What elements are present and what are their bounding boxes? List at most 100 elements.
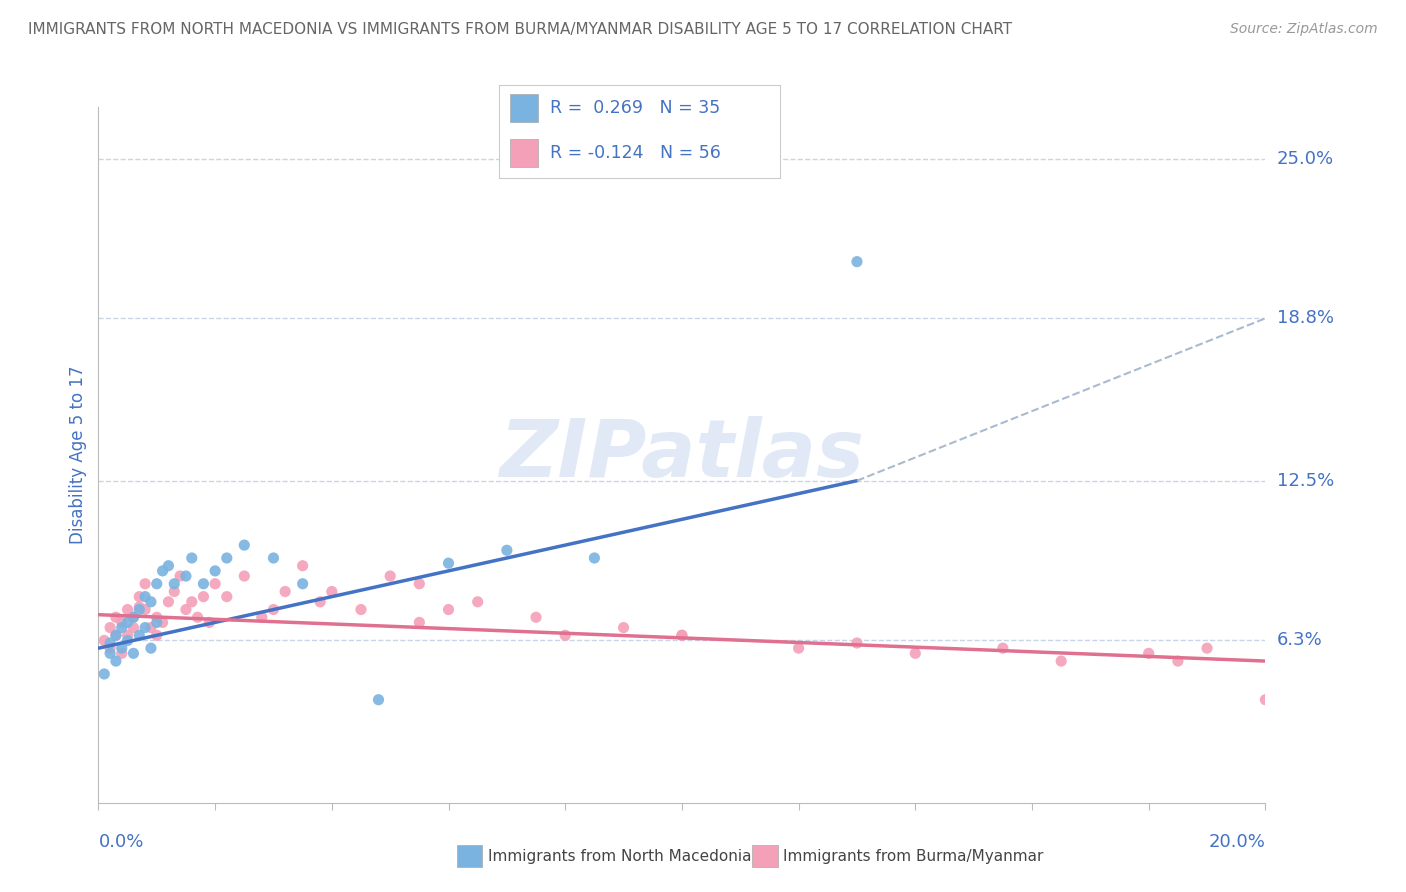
Text: 25.0%: 25.0% [1277, 150, 1334, 168]
Point [1195, 641, 1218, 656]
Point [117, 615, 139, 630]
Point [122, 621, 145, 635]
Point [134, 590, 156, 604]
Point [104, 628, 127, 642]
Point [174, 602, 197, 616]
Point [174, 569, 197, 583]
Point [128, 590, 150, 604]
Point [671, 628, 693, 642]
Point [262, 551, 284, 566]
Point [437, 602, 460, 616]
Point [1050, 654, 1073, 668]
Text: 12.5%: 12.5% [1277, 472, 1334, 490]
Point [163, 584, 186, 599]
Text: Immigrants from North Macedonia: Immigrants from North Macedonia [488, 849, 751, 863]
Point [128, 602, 150, 616]
Point [157, 595, 180, 609]
Point [139, 641, 162, 656]
Point [291, 576, 314, 591]
Point [367, 692, 389, 706]
Text: Source: ZipAtlas.com: Source: ZipAtlas.com [1230, 22, 1378, 37]
Point [134, 576, 156, 591]
Point [1137, 646, 1160, 660]
Point [146, 615, 169, 630]
Point [846, 636, 869, 650]
Bar [510, 95, 538, 122]
Point [134, 621, 156, 635]
Point [233, 569, 256, 583]
Text: 0.0%: 0.0% [98, 833, 143, 851]
Point [437, 556, 460, 570]
Point [408, 576, 430, 591]
Point [215, 551, 238, 566]
Point [152, 564, 174, 578]
Point [146, 610, 169, 624]
Point [139, 621, 162, 635]
Point [104, 628, 127, 642]
Point [524, 610, 547, 624]
Point [169, 569, 191, 583]
Point [583, 551, 606, 566]
Text: 18.8%: 18.8% [1277, 310, 1333, 327]
Text: 20.0%: 20.0% [1209, 833, 1265, 851]
Point [104, 610, 127, 624]
Point [274, 584, 297, 599]
Point [122, 610, 145, 624]
Point [233, 538, 256, 552]
Point [204, 564, 226, 578]
Text: 6.3%: 6.3% [1277, 632, 1322, 649]
Point [180, 551, 202, 566]
Text: IMMIGRANTS FROM NORTH MACEDONIA VS IMMIGRANTS FROM BURMA/MYANMAR DISABILITY AGE : IMMIGRANTS FROM NORTH MACEDONIA VS IMMIG… [28, 22, 1012, 37]
Point [134, 602, 156, 616]
Point [122, 646, 145, 660]
Point [198, 615, 221, 630]
Bar [510, 139, 538, 167]
Point [350, 602, 373, 616]
Text: R = -0.124   N = 56: R = -0.124 N = 56 [550, 145, 721, 162]
Point [467, 595, 489, 609]
Point [98, 636, 121, 650]
Point [250, 610, 273, 624]
Point [193, 576, 215, 591]
Point [291, 558, 314, 573]
Point [193, 590, 215, 604]
Point [128, 628, 150, 642]
Point [380, 569, 402, 583]
Text: R =  0.269   N = 35: R = 0.269 N = 35 [550, 99, 720, 117]
Point [612, 621, 634, 635]
Point [98, 621, 121, 635]
Point [787, 641, 810, 656]
Point [128, 599, 150, 614]
Point [111, 621, 134, 635]
Point [139, 595, 162, 609]
Point [117, 602, 139, 616]
Point [187, 610, 209, 624]
Point [991, 641, 1014, 656]
Point [104, 654, 127, 668]
Point [1167, 654, 1189, 668]
Point [1254, 692, 1277, 706]
Point [180, 595, 202, 609]
Point [671, 628, 693, 642]
Point [157, 558, 180, 573]
Point [98, 641, 121, 656]
Point [111, 641, 134, 656]
Point [321, 584, 343, 599]
Point [93, 667, 115, 681]
Point [93, 633, 115, 648]
Point [111, 646, 134, 660]
Text: Immigrants from Burma/Myanmar: Immigrants from Burma/Myanmar [783, 849, 1043, 863]
Point [204, 576, 226, 591]
Point [554, 628, 576, 642]
Point [117, 633, 139, 648]
Point [117, 628, 139, 642]
Point [309, 595, 332, 609]
Text: ZIPatlas: ZIPatlas [499, 416, 865, 494]
Point [904, 646, 927, 660]
Point [146, 628, 169, 642]
Point [262, 602, 284, 616]
Point [152, 615, 174, 630]
Point [215, 590, 238, 604]
Point [163, 576, 186, 591]
Y-axis label: Disability Age 5 to 17: Disability Age 5 to 17 [69, 366, 87, 544]
